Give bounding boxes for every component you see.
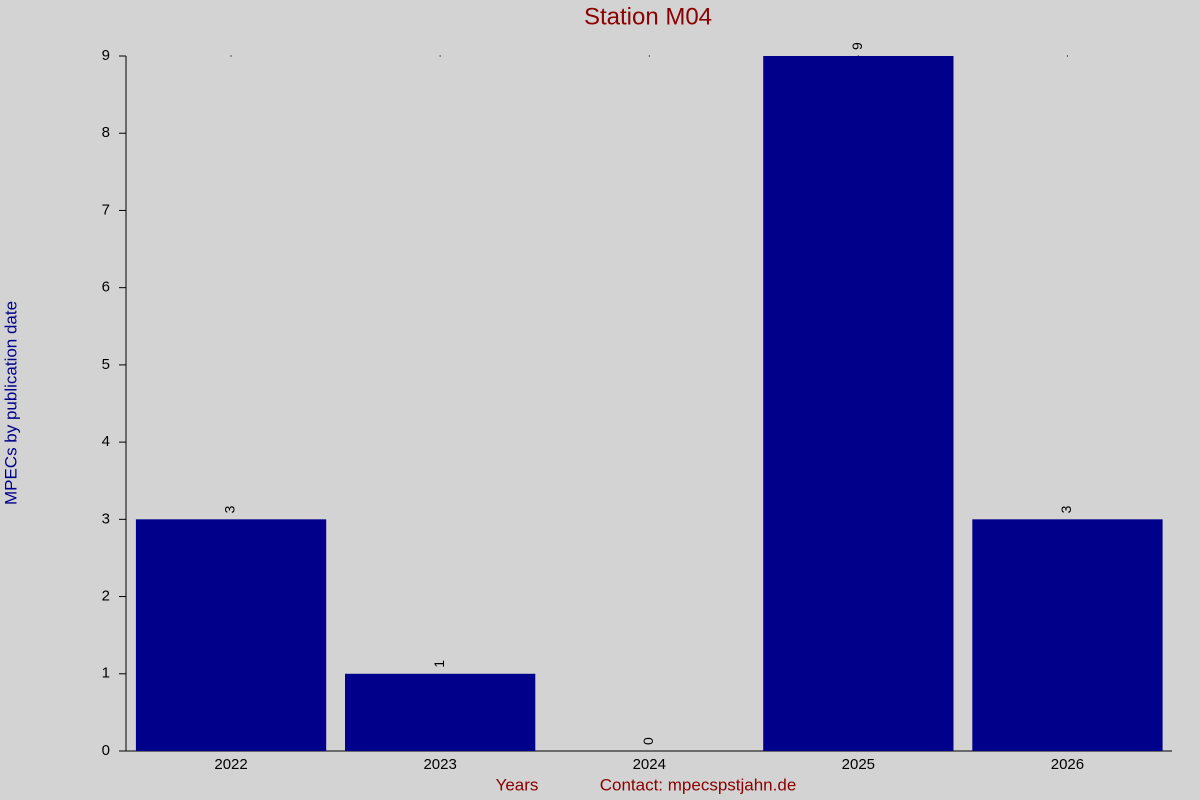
y-tick-label: 3: [102, 510, 110, 527]
y-tick-label: 5: [102, 356, 110, 373]
value-label: 1: [431, 660, 447, 668]
contact-note: Contact: mpecspstjahn.de: [600, 775, 797, 794]
top-tick: [230, 55, 232, 57]
y-tick-label: 8: [102, 124, 110, 141]
bar: [135, 519, 327, 751]
value-label: 9: [849, 42, 865, 50]
x-tick-label: 2023: [423, 756, 456, 773]
x-tick-label: 2024: [633, 756, 666, 773]
x-tick-label: 2022: [214, 756, 247, 773]
value-label: 0: [640, 737, 656, 745]
top-tick: [1066, 55, 1069, 57]
x-tick-label: 2025: [842, 756, 875, 773]
y-tick-label: 6: [102, 279, 110, 296]
x-tick-label: 2026: [1051, 756, 1084, 773]
x-axis-label: Years: [496, 775, 539, 794]
y-axis-label: MPECs by publication date: [1, 301, 20, 505]
top-tick: [648, 55, 650, 57]
y-tick-label: 2: [102, 588, 110, 605]
y-tick-label: 1: [102, 665, 110, 682]
bar: [763, 56, 954, 751]
value-label: 3: [222, 505, 238, 513]
value-label: 3: [1058, 505, 1074, 513]
y-tick-label: 9: [102, 47, 110, 64]
y-tick-label: 0: [102, 742, 110, 759]
top-tick: [439, 55, 441, 57]
chart-title: Station M04: [584, 3, 712, 30]
y-tick-label: 7: [102, 201, 110, 218]
bar: [972, 519, 1163, 751]
bar: [345, 673, 536, 751]
y-tick-label: 4: [102, 433, 110, 450]
